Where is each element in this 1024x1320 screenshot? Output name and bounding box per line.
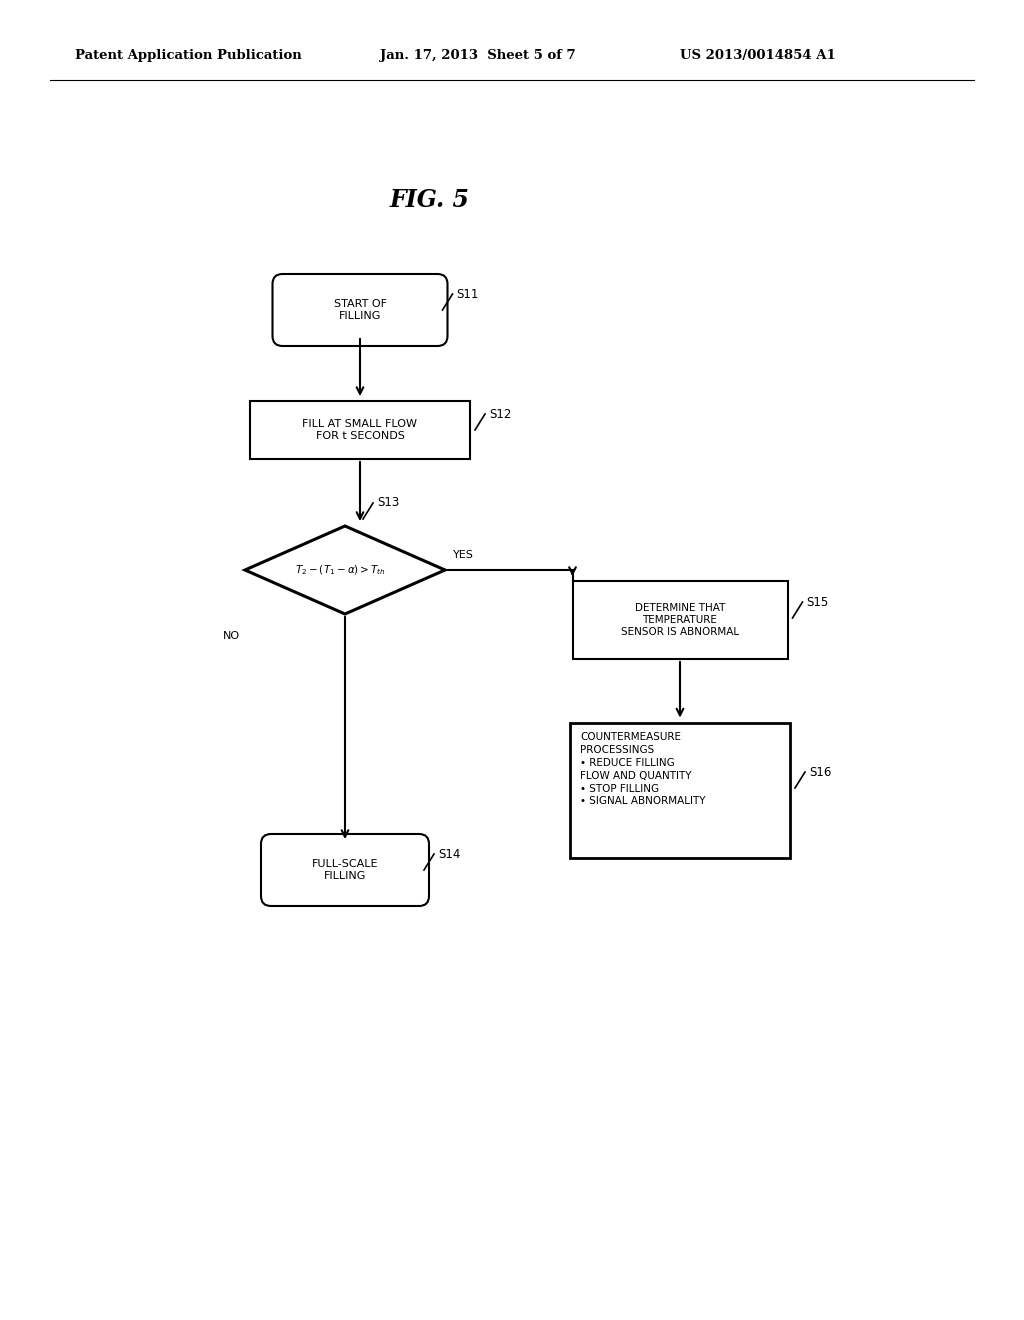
Text: S13: S13 bbox=[377, 496, 399, 510]
Text: START OF
FILLING: START OF FILLING bbox=[334, 300, 386, 321]
Text: S11: S11 bbox=[457, 288, 479, 301]
Text: S15: S15 bbox=[807, 595, 828, 609]
Text: FIG. 5: FIG. 5 bbox=[390, 187, 470, 213]
Text: S16: S16 bbox=[809, 766, 831, 779]
Text: FILL AT SMALL FLOW
FOR t SECONDS: FILL AT SMALL FLOW FOR t SECONDS bbox=[302, 420, 418, 441]
Polygon shape bbox=[245, 525, 445, 614]
Text: Patent Application Publication: Patent Application Publication bbox=[75, 49, 302, 62]
Text: S14: S14 bbox=[438, 847, 461, 861]
FancyBboxPatch shape bbox=[261, 834, 429, 906]
FancyBboxPatch shape bbox=[272, 275, 447, 346]
Text: $T_2-(T_1-\alpha)>T_{th}$: $T_2-(T_1-\alpha)>T_{th}$ bbox=[295, 564, 385, 577]
Text: US 2013/0014854 A1: US 2013/0014854 A1 bbox=[680, 49, 836, 62]
Text: COUNTERMEASURE
PROCESSINGS
• REDUCE FILLING
FLOW AND QUANTITY
• STOP FILLING
• S: COUNTERMEASURE PROCESSINGS • REDUCE FILL… bbox=[580, 733, 706, 807]
Text: YES: YES bbox=[453, 550, 474, 560]
Bar bbox=[250, 401, 470, 459]
Text: NO: NO bbox=[223, 631, 240, 642]
Bar bbox=[570, 722, 790, 858]
Text: FULL-SCALE
FILLING: FULL-SCALE FILLING bbox=[311, 859, 378, 880]
Text: DETERMINE THAT
TEMPERATURE
SENSOR IS ABNORMAL: DETERMINE THAT TEMPERATURE SENSOR IS ABN… bbox=[621, 603, 739, 636]
Text: S12: S12 bbox=[489, 408, 511, 421]
Bar bbox=[572, 581, 787, 659]
Text: Jan. 17, 2013  Sheet 5 of 7: Jan. 17, 2013 Sheet 5 of 7 bbox=[380, 49, 575, 62]
